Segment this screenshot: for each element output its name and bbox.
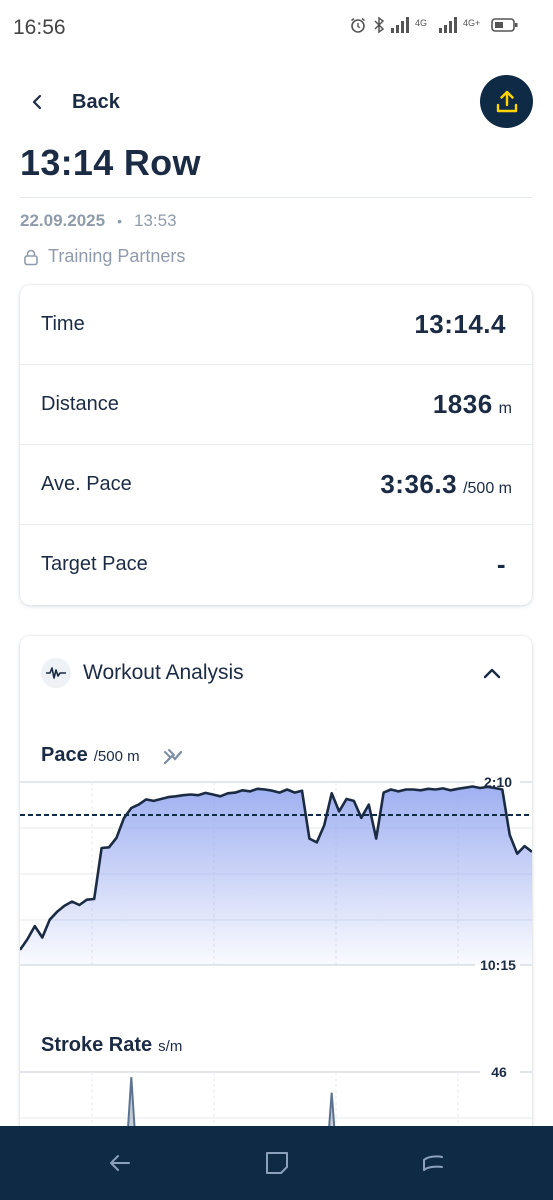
stat-row-target-pace: Target Pace - [20, 525, 532, 605]
stat-label: Ave. Pace [41, 473, 132, 495]
nav-recents-icon[interactable] [418, 1148, 448, 1178]
stroke-rate-title: Stroke Rate [41, 1034, 153, 1056]
signal-icon-2 [439, 17, 457, 33]
stat-label: Target Pace [41, 553, 148, 575]
workout-analysis-card: Workout Analysis Pace /500 m [20, 636, 532, 1196]
visibility-selector[interactable]: Training Partners [22, 246, 185, 267]
status-icons: 4G 4G+ [349, 16, 519, 34]
lock-icon [24, 249, 38, 265]
signal-icon [391, 17, 409, 33]
chevron-left-icon [22, 84, 52, 120]
stat-label: Distance [41, 393, 119, 415]
workout-analysis-title: Workout Analysis [83, 661, 244, 684]
nav-home-icon[interactable] [262, 1148, 292, 1178]
meta-separator: • [117, 213, 122, 229]
pace-tick-bottom: 10:15 [480, 957, 516, 973]
stroke-rate-chart: 46 [20, 1064, 532, 1191]
stat-unit: m [498, 400, 512, 417]
workout-analysis-header[interactable]: Workout Analysis [41, 658, 244, 688]
stroke-rate-chart-title: Stroke Rate s/m [41, 1034, 182, 1057]
pace-title: Pace [41, 744, 88, 766]
title-divider [20, 197, 532, 198]
back-label: Back [72, 90, 120, 113]
pace-toggle-icon[interactable] [162, 746, 184, 768]
chevron-up-icon[interactable] [480, 662, 504, 686]
stat-unit: /500 m [463, 480, 512, 497]
pace-area [20, 786, 532, 965]
stat-value: - [496, 549, 506, 579]
pace-line [20, 785, 532, 951]
stat-value: 13:14.4 [414, 309, 506, 339]
nav-back-icon[interactable] [105, 1148, 135, 1178]
visibility-label: Training Partners [48, 246, 186, 266]
stroke-rate-tick-top: 46 [491, 1064, 507, 1080]
upload-icon [496, 90, 517, 112]
status-bar: 16:56 4G 4G+ [0, 0, 553, 56]
stat-row-ave-pace: Ave. Pace 3:36.3/500 m [20, 445, 532, 525]
stroke-rate-unit: s/m [158, 1038, 183, 1055]
workout-date: 22.09.2025 [20, 211, 106, 230]
network-label-1: 4G [415, 18, 427, 28]
pace-tick-top: 2:10 [484, 774, 512, 790]
stat-row-distance: Distance 1836 m [20, 365, 532, 445]
back-button[interactable]: Back [22, 84, 120, 120]
stats-card: Time 13:14.4 Distance 1836 m Ave. Pace 3:… [20, 285, 532, 605]
battery-icon [491, 18, 518, 32]
network-label-2: 4G+ [463, 18, 480, 28]
stat-value: 3:36.3 [380, 469, 458, 499]
alarm-icon [351, 17, 365, 33]
page-title: 13:14 Row [20, 142, 201, 183]
pace-unit: /500 m [93, 748, 140, 765]
stat-row-time: Time 13:14.4 [20, 285, 532, 365]
workout-time: 13:53 [134, 211, 177, 230]
network-4g-icon: 4G [415, 18, 427, 28]
bluetooth-icon [374, 16, 385, 34]
waveform-icon [41, 658, 71, 688]
system-nav-bar [0, 1126, 553, 1200]
pace-chart: 2:10 10:15 [20, 774, 532, 973]
workout-meta: 22.09.2025 • 13:53 [20, 211, 177, 231]
status-time: 16:56 [13, 16, 66, 39]
stat-label: Time [41, 313, 85, 335]
network-4gplus-icon: 4G+ [463, 18, 480, 28]
share-upload-button[interactable] [480, 75, 533, 128]
stat-value: 1836 [432, 389, 493, 419]
pace-chart-title: Pace /500 m [41, 744, 140, 767]
